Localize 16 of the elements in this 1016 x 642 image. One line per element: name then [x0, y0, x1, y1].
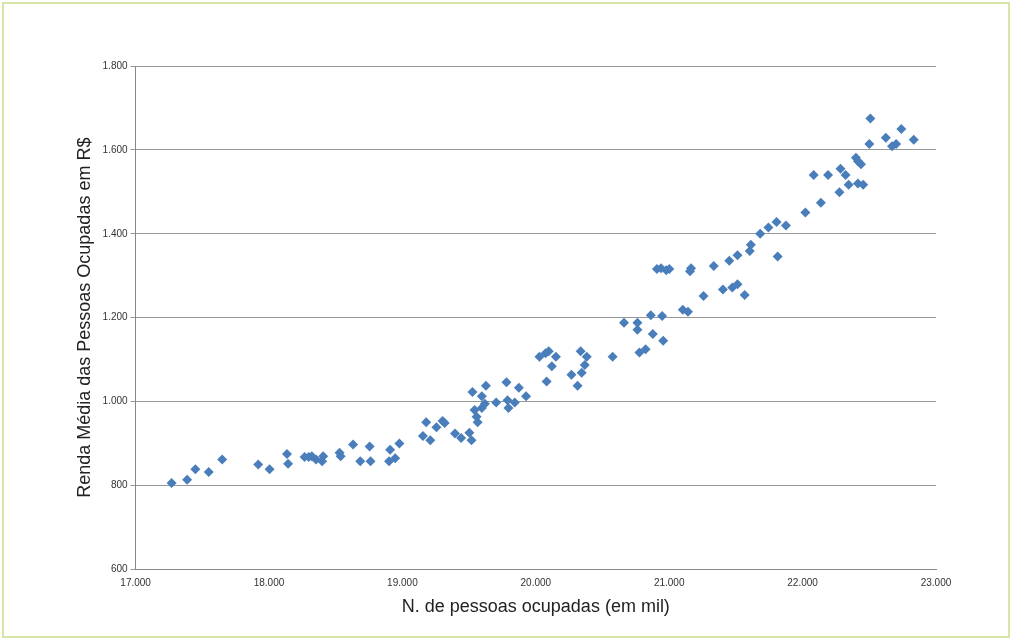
x-tick-label: 17.000: [120, 577, 152, 589]
x-axis-title: N. de pessoas ocupadas (em mil): [401, 596, 670, 617]
y-tick-label: 1.600: [102, 143, 129, 155]
y-tick-label: 1.400: [102, 227, 129, 239]
y-tick-label: 1.000: [102, 395, 129, 407]
y-tick-label: 1.200: [102, 311, 129, 323]
y-tick-label: 800: [110, 479, 129, 491]
x-tick-label: 18.000: [253, 577, 285, 589]
y-axis-title: Renda Média das Pessoas Ocupadas em R$: [73, 137, 94, 498]
x-tick-label: 23.000: [920, 577, 952, 589]
y-tick-label: 600: [110, 563, 129, 575]
x-tick-label: 20.000: [520, 577, 552, 589]
y-tick-label: 1.800: [102, 59, 129, 71]
x-tick-label: 21.000: [653, 577, 685, 589]
x-tick-label: 22.000: [787, 577, 819, 589]
x-tick-label: 19.000: [387, 577, 419, 589]
